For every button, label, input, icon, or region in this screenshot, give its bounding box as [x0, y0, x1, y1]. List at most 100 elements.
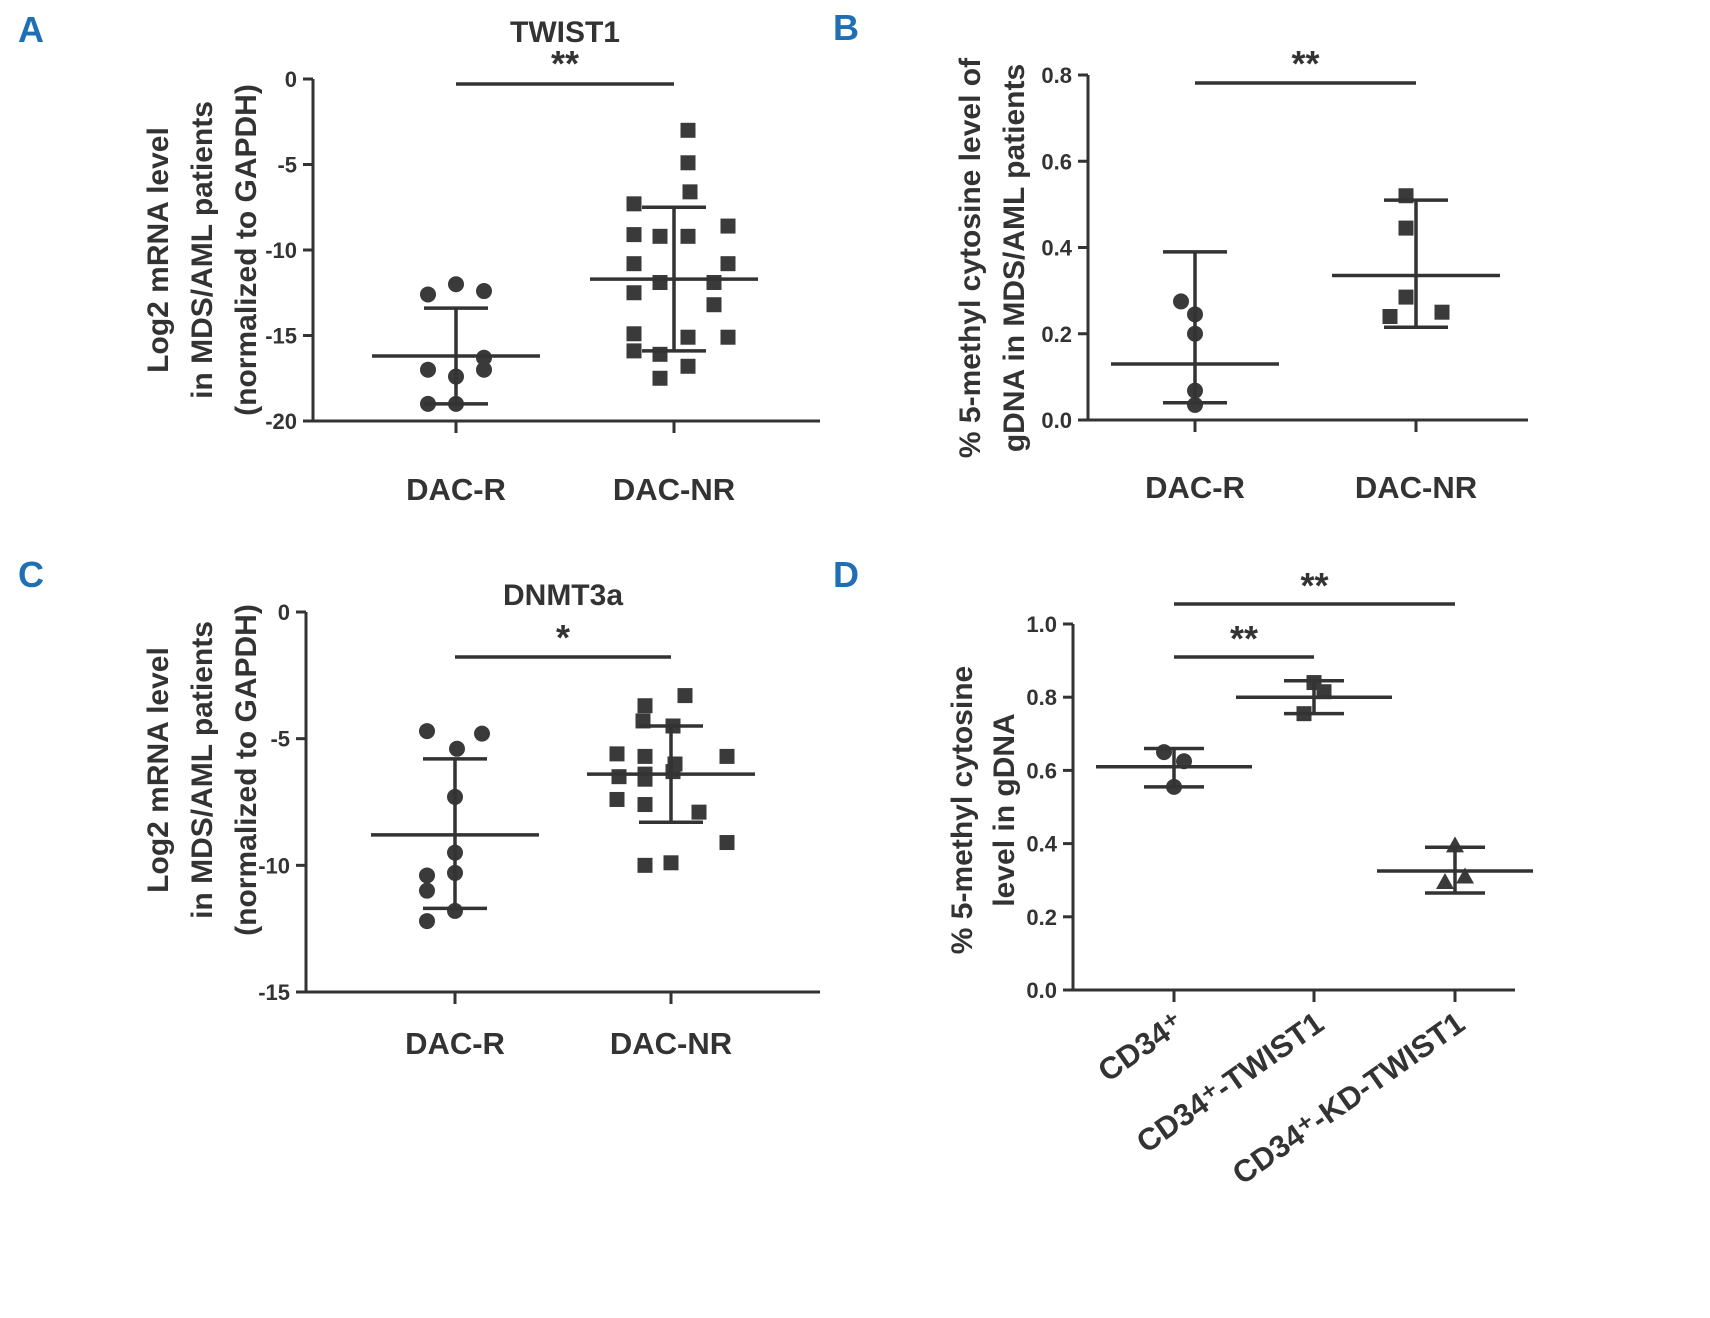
y-axis-label: in MDS/AML patients [186, 621, 219, 919]
y-axis-label: (normalized to GAPDH) [230, 604, 263, 936]
y-axis-label: gDNA in MDS/AML patients [998, 64, 1031, 452]
data-point-square [637, 857, 653, 873]
data-point-square [652, 274, 668, 290]
significance-label: ** [551, 43, 579, 84]
data-point-square [626, 227, 642, 243]
data-point-triangle [1436, 873, 1454, 890]
data-point-square [720, 256, 736, 272]
panel-d: D0.00.20.40.60.81.0CD34⁺CD34⁺-TWIST1CD34… [833, 554, 1533, 1191]
data-point-square [682, 184, 698, 200]
data-point-circle [449, 740, 465, 757]
data-point-circle [419, 723, 435, 740]
data-point-square [677, 688, 693, 704]
data-point-square [719, 748, 735, 764]
data-point-square [719, 835, 735, 851]
panel-b: B 0.0 0.2 0.4 0.6 0.8 DAC-R DAC-NR % 5-methyl cy… [833, 7, 1528, 505]
data-point-circle [419, 882, 435, 899]
data-point-square [609, 746, 625, 762]
data-point-circle [1187, 396, 1203, 413]
data-point-square [1434, 304, 1450, 320]
data-point-square [609, 791, 625, 807]
y-tick-label: -5 [277, 153, 297, 178]
x-tick-label: DAC-R [1145, 470, 1245, 505]
y-tick-label: -15 [265, 324, 297, 349]
y-axis-label: % 5-methyl cytosine [946, 666, 979, 954]
data-point-square [680, 122, 696, 138]
data-point-square [626, 285, 642, 301]
panel-letter: D [833, 554, 859, 595]
data-point-circle [1173, 293, 1189, 310]
data-point-square [665, 764, 681, 780]
data-point-square [611, 769, 627, 785]
y-axis-label: in MDS/AML patients [186, 101, 219, 399]
x-tick-label: CD34⁺ [1092, 1005, 1190, 1089]
y-axis-label: Log2 mRNA level [142, 127, 175, 373]
data-point-square [680, 155, 696, 171]
data-point-square [706, 297, 722, 313]
data-point-circle [474, 725, 490, 742]
data-point-square [1398, 289, 1414, 305]
y-tick-label: -10 [258, 853, 290, 878]
data-point-square [720, 329, 736, 345]
significance-label: * [556, 617, 570, 658]
y-tick-label: -20 [265, 409, 297, 434]
data-point-square [1398, 220, 1414, 236]
y-tick-label: 1.0 [1026, 612, 1057, 637]
data-point-square [652, 346, 668, 362]
data-point-square [1382, 309, 1398, 324]
data-point-square [680, 358, 696, 374]
data-point-square [652, 370, 668, 386]
data-point-circle [476, 361, 492, 378]
data-point-square [706, 274, 722, 290]
data-point-square [626, 343, 642, 359]
data-point-square [680, 329, 696, 345]
panel-letter: B [833, 7, 859, 48]
y-axis-label: Log2 mRNA level [142, 647, 175, 893]
panel-letter: A [18, 9, 44, 50]
x-tick-label: DAC-NR [613, 472, 735, 507]
y-tick-label: 0 [285, 67, 297, 92]
y-tick-label: 0.4 [1041, 236, 1072, 261]
y-tick-label: 0.8 [1026, 685, 1057, 710]
x-tick-label: DAC-NR [610, 1026, 732, 1061]
data-point-circle [448, 276, 464, 293]
data-point-square [626, 326, 642, 342]
significance-label: ** [1230, 618, 1258, 659]
data-point-square [663, 855, 679, 871]
data-point-square [652, 228, 668, 244]
panel-c: C DNMT3a 0 -5 -10 -15 DAC-R DAC-NR Log2 mRNA lev… [18, 554, 820, 1061]
data-point-circle [420, 361, 436, 378]
chart-title: TWIST1 [510, 16, 620, 49]
data-point-square [691, 804, 707, 820]
data-point-square [637, 797, 653, 813]
y-axis-label: % 5-methyl cytosine level of [954, 57, 987, 458]
data-point-square [720, 218, 736, 234]
y-tick-label: 0.2 [1026, 905, 1057, 930]
data-point-square [680, 228, 696, 244]
y-tick-label: 0.0 [1041, 408, 1072, 433]
data-point-circle [1156, 744, 1172, 761]
panel-letter: C [18, 554, 44, 595]
panel-a: A TWIST1 0 -5 -10 -15 -20 DAC-R DAC-NR Log2 mRNA … [18, 9, 820, 507]
y-tick-label: 0.0 [1026, 978, 1057, 1003]
x-tick-label: DAC-R [405, 1026, 505, 1061]
y-tick-label: -10 [265, 238, 297, 263]
y-tick-label: 0.4 [1026, 832, 1057, 857]
data-point-circle [420, 286, 436, 303]
y-tick-label: 0 [278, 600, 290, 625]
data-point-circle [476, 283, 492, 300]
y-tick-label: 0.6 [1026, 758, 1057, 783]
significance-label: ** [1291, 43, 1319, 84]
data-point-circle [419, 867, 435, 884]
y-tick-label: -5 [270, 727, 290, 752]
y-axis-label: level in gDNA [988, 713, 1021, 906]
x-tick-label: CD34⁺-KD-TWIST1 [1226, 1005, 1471, 1191]
x-tick-label: DAC-NR [1355, 470, 1477, 505]
y-tick-label: 0.8 [1041, 63, 1072, 88]
data-point-triangle [1456, 867, 1474, 884]
y-axis-label: (normalized to GAPDH) [230, 84, 263, 416]
y-tick-label: 0.6 [1041, 149, 1072, 174]
data-point-square [637, 698, 653, 714]
data-point-circle [419, 913, 435, 930]
